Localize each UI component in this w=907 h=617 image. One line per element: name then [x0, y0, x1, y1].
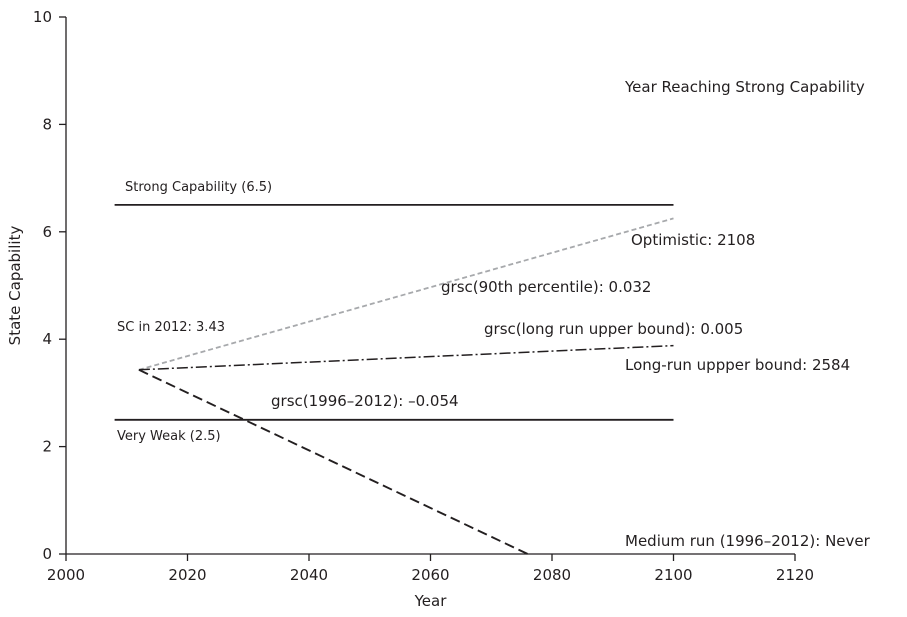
x-axis-title: Year [414, 592, 448, 610]
annotation-layer: Year Reaching Strong Capability Strong Ca… [117, 78, 871, 550]
axes: 2000 2020 2040 2060 2080 2100 2120 0 2 4 6 8 10 [33, 8, 814, 584]
annotation-very-weak-label: Very Weak (2.5) [117, 429, 221, 444]
x-tick-label: 2080 [533, 566, 571, 584]
y-tick-label: 4 [42, 330, 52, 348]
y-tick-label: 8 [42, 115, 52, 133]
x-tick-label: 2000 [47, 566, 85, 584]
annotation-grsc-long: grsc(long run upper bound): 0.005 [484, 320, 743, 338]
annotation-medium-label: Medium run (1996–2012): Never [625, 532, 871, 550]
series-layer [114, 203, 674, 555]
annotation-optimistic-label: Optimistic: 2108 [631, 231, 755, 249]
series-line-optimistic [138, 217, 674, 371]
annotation-longrun-label: Long-run uppper bound: 2584 [625, 356, 850, 374]
annotation-header: Year Reaching Strong Capability [624, 78, 865, 96]
series-line-medium-run [138, 368, 529, 555]
y-axis-title: State Capability [6, 226, 24, 346]
annotation-strong-label: Strong Capability (6.5) [125, 180, 272, 195]
annotation-grsc-1996: grsc(1996–2012): –0.054 [271, 392, 459, 410]
y-tick-label: 6 [42, 223, 52, 241]
x-tick-label: 2040 [290, 566, 328, 584]
y-tick-label: 10 [33, 8, 52, 26]
series-line-long-run [138, 344, 674, 371]
annotation-sc2012: SC in 2012: 3.43 [117, 320, 225, 335]
x-tick-label: 2100 [654, 566, 692, 584]
x-tick-label: 2060 [411, 566, 449, 584]
x-tick-label: 2020 [168, 566, 206, 584]
annotation-grsc-90: grsc(90th percentile): 0.032 [441, 278, 651, 296]
x-tick-label: 2120 [776, 566, 814, 584]
y-tick-label: 0 [42, 545, 52, 563]
y-tick-label: 2 [42, 438, 52, 456]
